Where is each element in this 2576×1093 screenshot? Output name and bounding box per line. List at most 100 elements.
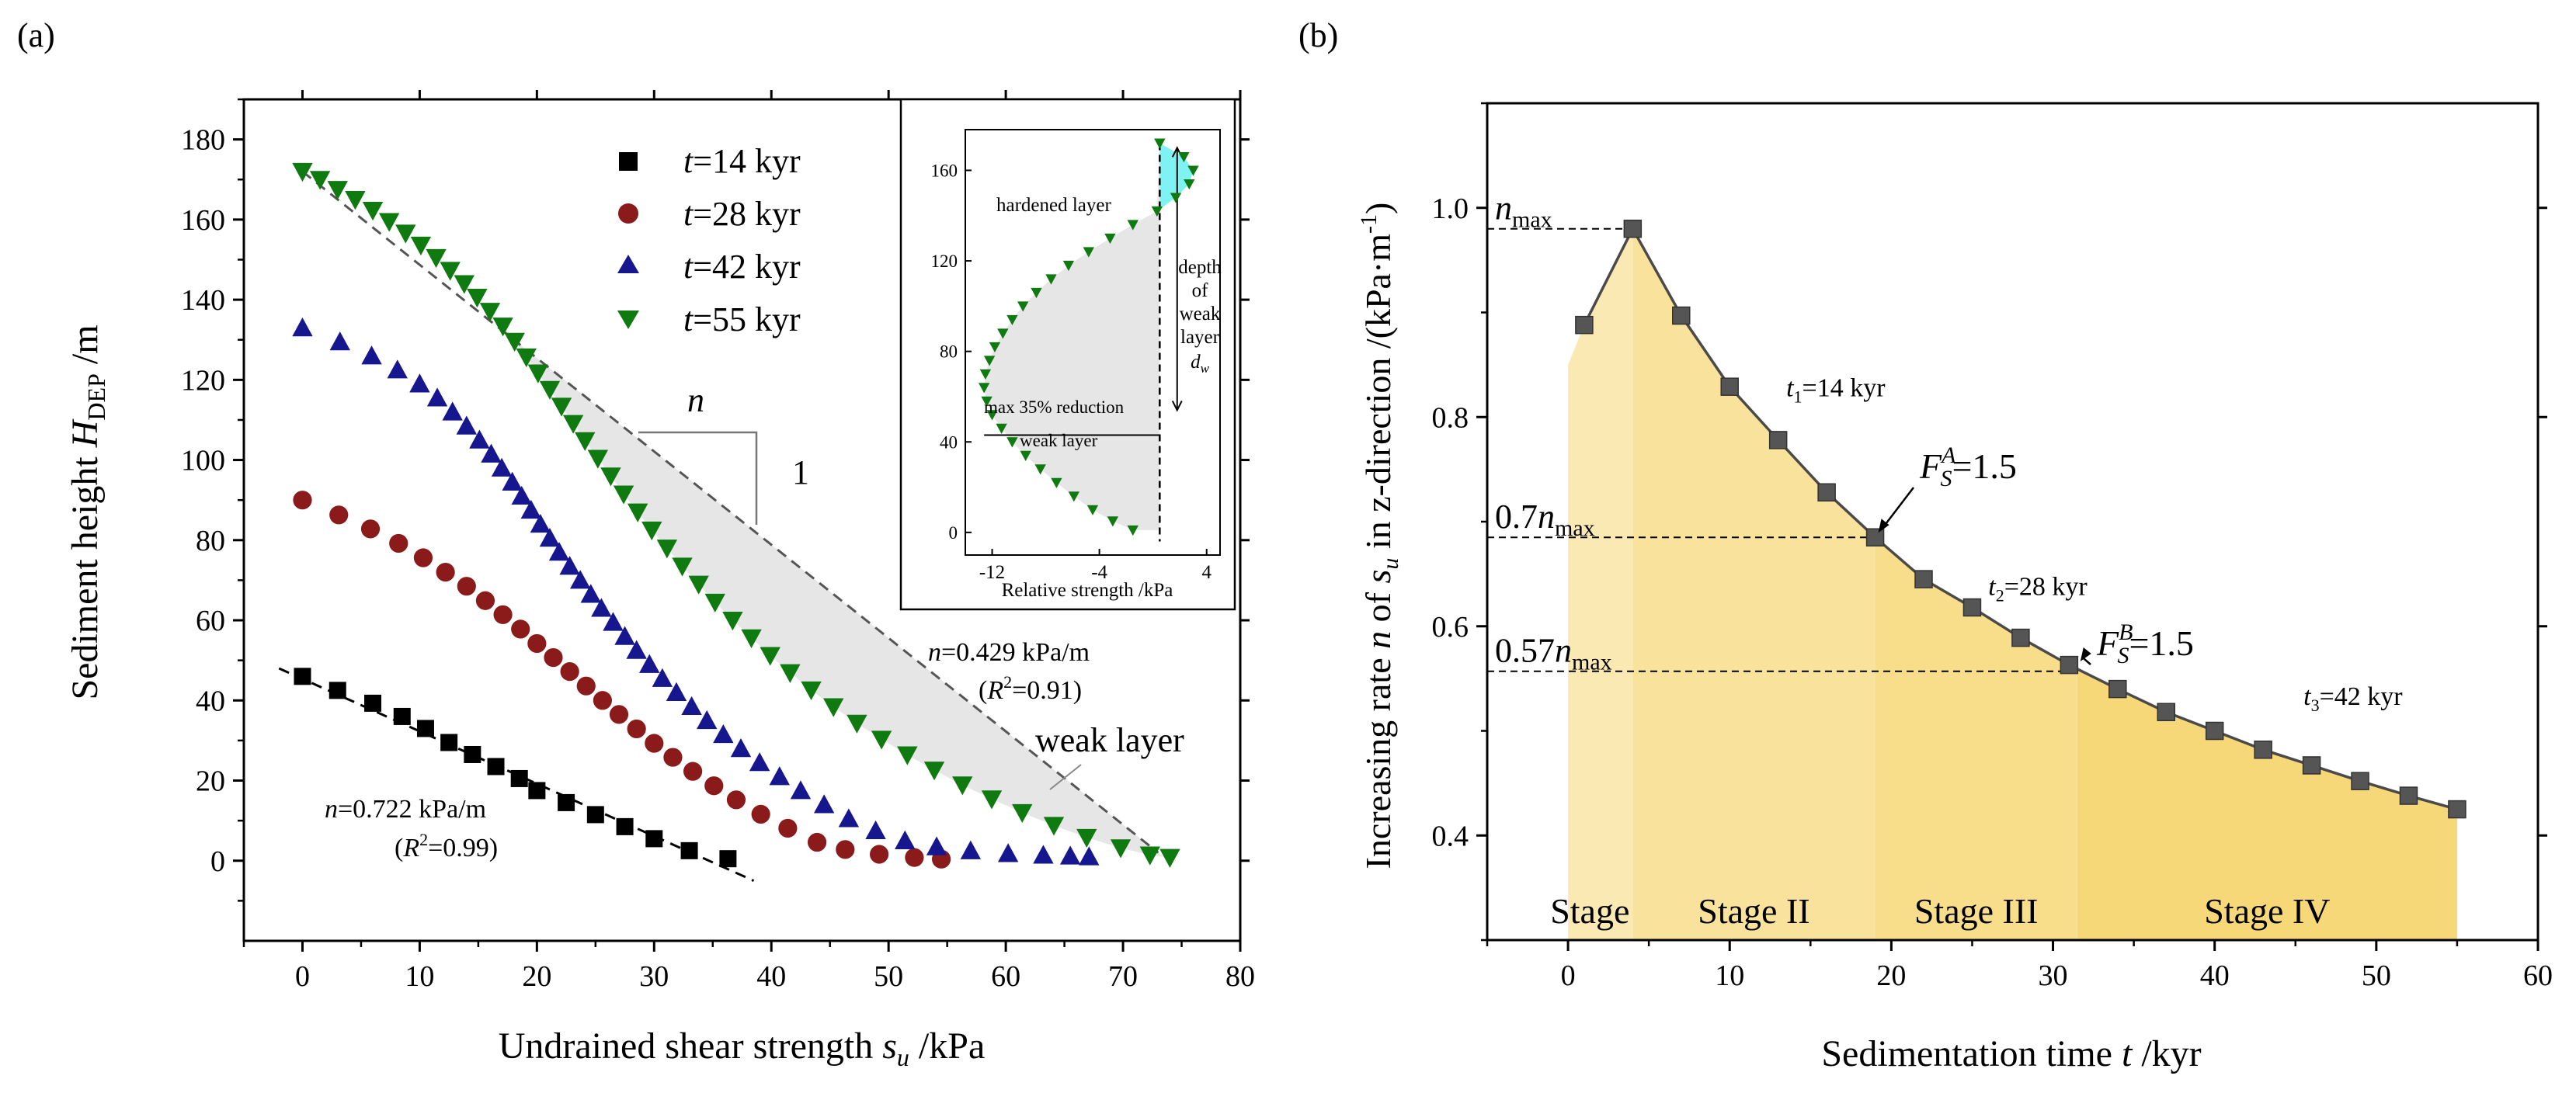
a-axes: 0 10 20 30 40 50 60 70 8002040608010012014016018… bbox=[181, 90, 1255, 993]
a-fit2-n: n bbox=[928, 638, 941, 667]
b-point-0 bbox=[1575, 315, 1594, 335]
a-point-s2-36 bbox=[865, 820, 886, 840]
inset-point-29 bbox=[1127, 525, 1139, 536]
b-fs-arrowhead-0 bbox=[1878, 519, 1889, 533]
a-point-s3-41 bbox=[981, 790, 1003, 810]
b-point-14 bbox=[2254, 741, 2272, 759]
b-point-9 bbox=[2011, 628, 2030, 647]
legend-marker-t42 bbox=[617, 255, 639, 273]
inset-points bbox=[978, 138, 1199, 536]
a-point-s0-5 bbox=[440, 734, 458, 751]
a-point-s3-40 bbox=[952, 776, 973, 796]
a-point-s3-23 bbox=[613, 485, 634, 505]
b-point-12 bbox=[2157, 703, 2175, 721]
inset-point-4 bbox=[1170, 193, 1182, 203]
inset-hardened-label: hardened layer bbox=[996, 195, 1112, 216]
a-point-s3-28 bbox=[688, 575, 709, 595]
a-point-s0-13 bbox=[645, 830, 663, 848]
a-point-s1-27 bbox=[905, 848, 924, 867]
a-point-s1-13 bbox=[576, 676, 596, 696]
inset-ytick-label-4: 160 bbox=[931, 161, 958, 180]
a-point-s3-5 bbox=[378, 213, 400, 232]
a-point-s2-27 bbox=[681, 696, 702, 716]
b-labels: t1=14 kyr t2=28 kyr t3=42 kyr FA S=1.5 FB S=1.… bbox=[1786, 373, 2403, 715]
b-point-4 bbox=[1768, 431, 1788, 449]
a-point-s2-20 bbox=[591, 598, 612, 617]
b-point-3 bbox=[1720, 377, 1739, 396]
inset-point-20 bbox=[986, 410, 998, 421]
a-point-s1-4 bbox=[413, 548, 433, 567]
a-point-s2-18 bbox=[570, 570, 591, 589]
b-fs-label-0: FA S=1.5 bbox=[1919, 442, 2017, 491]
b-ytick-label-0: 0.4 bbox=[1432, 820, 1469, 852]
legend-label-t14: t=14 kyr bbox=[683, 142, 801, 180]
a-point-s1-2 bbox=[360, 519, 381, 539]
a-point-s2-30 bbox=[730, 738, 752, 758]
a-point-s2-24 bbox=[639, 654, 660, 673]
b-t-label-1: t2=28 kyr bbox=[1988, 572, 2088, 605]
a-point-s3-35 bbox=[823, 698, 844, 717]
b-fs-arrowhead-1 bbox=[2080, 647, 2091, 661]
a-point-s0-4 bbox=[416, 720, 434, 737]
a-point-s3-33 bbox=[780, 664, 801, 683]
a-y-axis-label: Sediment height HDEP /m bbox=[64, 324, 110, 699]
a-point-s2-31 bbox=[749, 752, 770, 772]
b-point-1 bbox=[1623, 219, 1643, 238]
a-point-s2-13 bbox=[520, 499, 542, 519]
a-point-s3-34 bbox=[801, 681, 822, 701]
a-point-s2-40 bbox=[997, 843, 1019, 862]
inset-point-2 bbox=[1187, 165, 1199, 176]
a-fit2-r2: (R2=0.91) bbox=[979, 672, 1082, 705]
a-point-s1-8 bbox=[493, 605, 513, 624]
b-data-line bbox=[1575, 219, 2466, 819]
inset-ytick-label-2: 80 bbox=[940, 342, 958, 362]
a-xtick-label-6: 60 bbox=[991, 960, 1020, 993]
b-point-15 bbox=[2302, 756, 2321, 775]
a-data-points bbox=[292, 162, 1180, 869]
panel-a-label: (a) bbox=[17, 16, 55, 54]
a-point-s3-0 bbox=[292, 162, 313, 182]
a-point-s2-7 bbox=[456, 415, 477, 435]
a-point-s2-32 bbox=[769, 766, 791, 786]
legend-label-t55: t=55 kyr bbox=[683, 300, 801, 338]
a-point-s3-31 bbox=[741, 629, 762, 648]
a-point-s3-3 bbox=[345, 191, 366, 210]
a-point-s2-12 bbox=[511, 485, 532, 505]
a-point-s2-39 bbox=[960, 840, 982, 859]
b-xtick-label-4: 40 bbox=[2200, 959, 2230, 992]
a-point-s1-14 bbox=[593, 691, 612, 710]
a-point-s1-22 bbox=[751, 804, 770, 824]
a-point-s2-28 bbox=[697, 710, 718, 730]
inset-point-15 bbox=[989, 342, 1001, 353]
b-point-7 bbox=[1914, 570, 1933, 588]
a-point-s1-26 bbox=[870, 845, 889, 864]
a-point-s3-36 bbox=[846, 714, 867, 734]
a-point-s3-7 bbox=[410, 236, 432, 256]
a-fit-line-t55 bbox=[301, 170, 1159, 854]
legend-label-t28: t=28 kyr bbox=[683, 195, 801, 233]
a-fit1-text: n=0.722 kPa/m bbox=[325, 795, 486, 824]
a-point-s2-19 bbox=[580, 584, 601, 603]
a-point-s2-6 bbox=[442, 401, 463, 421]
a-point-s3-24 bbox=[627, 503, 648, 522]
a-point-s2-0 bbox=[292, 317, 313, 337]
inset-x-label: Relative strength /kPa bbox=[1002, 580, 1173, 601]
a-point-s2-3 bbox=[387, 359, 408, 379]
inset-reduction-label: max 35% reduction bbox=[984, 397, 1125, 417]
a-fit2-text: n=0.429 kPa/m bbox=[928, 638, 1090, 667]
inset-weak-label: weak layer bbox=[1020, 431, 1098, 450]
a-point-s3-43 bbox=[1043, 817, 1065, 836]
b-ytick-label-2: 0.8 bbox=[1432, 401, 1469, 434]
b-point-2 bbox=[1672, 306, 1691, 325]
a-point-s2-29 bbox=[713, 723, 734, 744]
a-point-s1-17 bbox=[645, 734, 664, 753]
a-point-s3-25 bbox=[641, 521, 662, 541]
inset-point-13 bbox=[1006, 314, 1018, 326]
a-point-s2-10 bbox=[491, 457, 513, 477]
b-xtick-label-5: 50 bbox=[2362, 959, 2391, 992]
a-ytick-label-9: 180 bbox=[181, 124, 225, 157]
legend-marker-t28 bbox=[618, 203, 638, 224]
a-point-s3-22 bbox=[600, 467, 621, 487]
